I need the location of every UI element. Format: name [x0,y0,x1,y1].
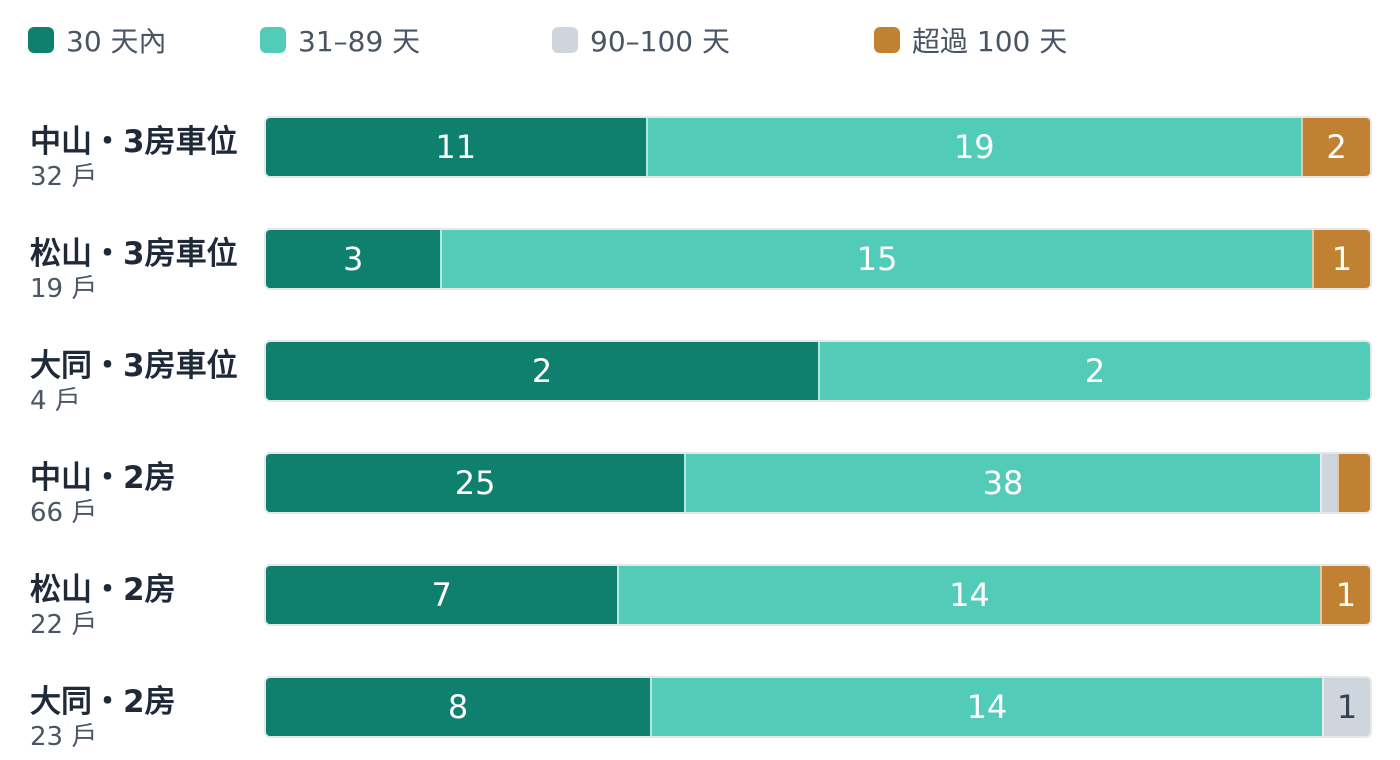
stacked-bar: 7 14 1 [264,564,1372,626]
stacked-bar: 8 14 1 [264,676,1372,738]
row-count: 32 戶 [30,162,98,192]
row-count: 22 戶 [30,610,98,640]
row-label: 松山・2房 [30,572,176,608]
row-label: 大同・3房車位 [30,348,238,384]
segment-value-label: 2 [531,352,553,390]
row-label: 中山・2房 [30,460,176,496]
segment-value-label: 7 [431,576,452,614]
bar-segment: 2 [266,342,818,400]
bar-segment: 19 [645,118,1301,176]
chart-row: 松山・3房車位 19 戶 3 15 1 [0,228,1400,340]
segment-value-label: 8 [447,688,469,726]
legend-item: 超過 100 天 [874,20,1067,60]
chart-row: 中山・3房車位 32 戶 11 19 2 [0,116,1400,228]
segment-value-label: 19 [953,128,995,166]
segment-value-label: 2 [1326,128,1347,166]
row-count: 4 戶 [30,386,81,416]
row-count: 19 戶 [30,274,98,304]
bar-segment: 1 [1311,230,1370,288]
segment-value-label: 25 [454,464,496,502]
row-label: 大同・2房 [30,684,176,720]
row-count: 23 戶 [30,722,98,752]
legend-swatch [552,27,578,53]
chart-row: 大同・2房 23 戶 8 14 1 [0,676,1400,760]
bar-segment: 2 [818,342,1370,400]
row-count: 66 戶 [30,498,98,528]
bar-segment: 14 [650,678,1322,736]
stacked-bar: 11 19 2 [264,116,1372,178]
legend-label: 30 天內 [66,25,167,58]
legend-item: 90–100 天 [552,20,730,60]
legend-swatch [28,27,54,53]
segment-value-label: 15 [856,240,898,278]
segment-value-label: 11 [435,128,477,166]
row-label: 松山・3房車位 [30,236,238,272]
bar-segment: 15 [440,230,1312,288]
segment-value-label: 2 [1084,352,1106,390]
bar-segment: 38 [684,454,1320,512]
bar-segment: 7 [266,566,618,624]
bar-segment: 1 [1322,678,1370,736]
segment-value-label: 3 [342,240,364,278]
legend-label: 超過 100 天 [912,25,1068,58]
stacked-bar: 25 38 [264,452,1372,514]
chart-row: 中山・2房 66 戶 25 38 [0,452,1400,564]
legend-label: 90–100 天 [590,25,730,58]
bar-segment [1336,454,1370,512]
segment-value-label: 14 [966,688,1008,726]
legend-item: 30 天內 [28,20,167,60]
segment-value-label: 1 [1335,576,1357,614]
legend-swatch [260,27,286,53]
chart-legend: 30 天內 31–89 天 90–100 天 超過 100 天 [28,20,1368,60]
bar-segment: 14 [617,566,1320,624]
segment-value-label: 1 [1336,688,1358,726]
segment-value-label: 1 [1331,240,1353,278]
bar-segment: 8 [266,678,650,736]
bar-segment: 2 [1301,118,1370,176]
chart-row: 松山・2房 22 戶 7 14 1 [0,564,1400,676]
legend-label: 31–89 天 [298,25,421,58]
bar-segment: 1 [1319,566,1370,624]
bar-segment: 11 [266,118,646,176]
bar-segment: 3 [266,230,441,288]
bar-segment [1319,454,1337,512]
bar-segment: 25 [266,454,685,512]
stacked-bar: 3 15 1 [264,228,1372,290]
row-label: 中山・3房車位 [30,124,238,160]
segment-value-label: 14 [949,576,990,614]
legend-swatch [874,27,900,53]
legend-item: 31–89 天 [260,20,420,60]
segment-value-label: 38 [982,464,1024,502]
